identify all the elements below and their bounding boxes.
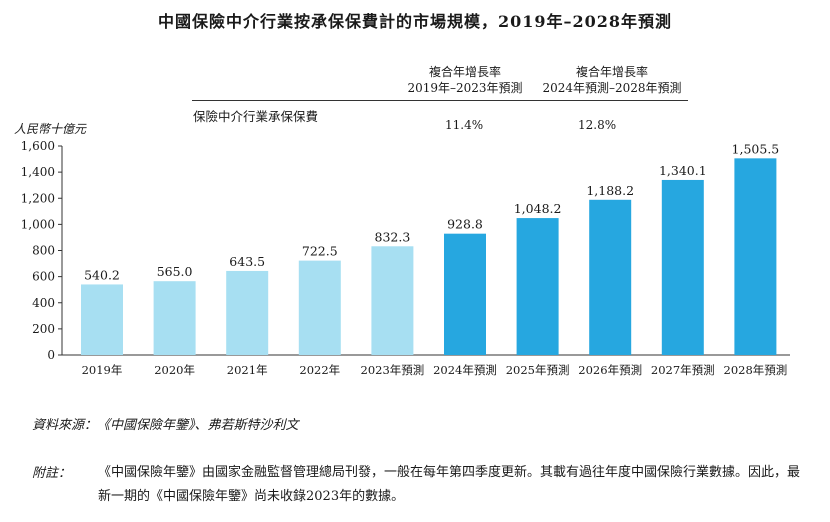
y-tick-label: 1,000 — [21, 217, 55, 231]
bar — [298, 260, 341, 355]
x-tick-label: 2028年預測 — [724, 363, 788, 377]
chart-title: 中國保險中介行業按承保保費計的市場規模，2019年–2028年預測 — [157, 12, 673, 31]
x-tick-label: 2023年預測 — [361, 363, 425, 377]
bar — [661, 179, 704, 355]
bar-value-label: 540.2 — [84, 267, 120, 282]
bar — [734, 158, 777, 355]
x-tick-label: 2026年預測 — [578, 363, 642, 377]
bar-value-label: 643.5 — [229, 254, 265, 269]
cagr-heading-2: 複合年增長率 2024年預測–2028年預測 — [532, 64, 692, 96]
y-tick-label: 1,200 — [21, 191, 55, 205]
source-note: 資料來源：《中國保險年鑒》、弗若斯特沙利文 — [32, 418, 299, 433]
cagr-series-label: 保險中介行業承保保費 — [193, 109, 319, 124]
cagr-heading-2-line1: 複合年增長率 — [575, 65, 648, 79]
bar — [153, 281, 196, 355]
y-tick-label: 0 — [47, 348, 55, 362]
bar — [81, 284, 123, 355]
bar-value-label: 722.5 — [302, 244, 338, 259]
bar-value-label: 1,505.5 — [732, 141, 780, 156]
x-tick-label: 2024年預測 — [433, 363, 497, 377]
cagr-heading-1-line1: 複合年增長率 — [428, 65, 501, 79]
cagr-value-2: 12.8% — [578, 118, 617, 132]
footnote-text: 《中國保險年鑒》由國家金融監督管理總局刊發，一般在每年第四季度更新。其載有過往年… — [98, 465, 801, 504]
x-tick-label: 2019年 — [82, 363, 123, 377]
y-tick-label: 600 — [32, 270, 55, 284]
y-tick-label: 1,400 — [21, 165, 55, 179]
bar — [589, 199, 632, 355]
y-axis-unit-label: 人民幣十億元 — [14, 122, 87, 136]
bar — [444, 233, 486, 355]
bar-value-label: 565.0 — [157, 264, 193, 279]
y-tick-label: 400 — [32, 296, 55, 310]
cagr-value-1: 11.4% — [445, 118, 484, 132]
bar-value-label: 1,048.2 — [514, 201, 562, 216]
bar-value-label: 928.8 — [447, 217, 483, 232]
x-tick-label: 2027年預測 — [651, 363, 715, 377]
x-tick-label: 2021年 — [227, 363, 268, 377]
bar-value-label: 832.3 — [375, 229, 411, 244]
x-tick-label: 2022年 — [299, 363, 340, 377]
bar — [226, 270, 269, 355]
bar — [516, 218, 559, 355]
x-tick-label: 2020年 — [154, 363, 195, 377]
bar-chart: 0 200 400 600 800 1,000 1,200 1,400 1,600 540.2 20… — [21, 139, 790, 377]
bar-value-label: 1,188.2 — [586, 183, 634, 198]
y-tick-label: 1,600 — [21, 139, 55, 153]
bar-value-label: 1,340.1 — [659, 163, 707, 178]
y-tick-label: 200 — [32, 322, 55, 336]
cagr-heading-1: 複合年增長率 2019年–2023年預測 — [390, 64, 540, 96]
cagr-heading-1-line2: 2019年–2023年預測 — [407, 81, 523, 95]
bar — [371, 246, 414, 355]
footnote-label: 附註： — [32, 466, 72, 481]
x-tick-label: 2025年預測 — [506, 363, 570, 377]
cagr-table-rule — [192, 100, 688, 101]
y-tick-label: 800 — [32, 244, 55, 258]
cagr-heading-2-line2: 2024年預測–2028年預測 — [542, 81, 682, 95]
